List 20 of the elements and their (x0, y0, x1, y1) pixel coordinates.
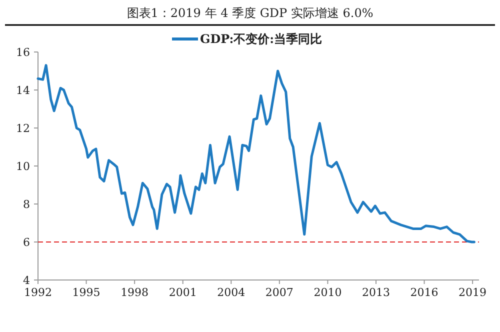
x-tick-label: 2013 (362, 286, 390, 299)
x-tick-label: 2016 (410, 286, 438, 299)
legend-label: GDP:不变价:当季同比 (200, 32, 322, 46)
x-tick-label: 1995 (72, 286, 100, 299)
chart-title: 图表1：2019 年 4 季度 GDP 实际增速 6.0% (126, 6, 374, 20)
y-tick-label: 16 (16, 46, 30, 59)
y-tick-label: 4 (23, 274, 30, 287)
x-tick-label: 2004 (217, 286, 246, 299)
y-tick-label: 10 (16, 160, 30, 173)
x-tick-label: 2019 (458, 286, 487, 299)
y-tick-label: 12 (16, 122, 30, 135)
x-tick-label: 1992 (24, 286, 52, 299)
y-tick-label: 8 (23, 198, 30, 211)
x-tick-label: 2001 (168, 286, 197, 299)
x-tick-label: 1998 (120, 286, 149, 299)
x-tick-label: 2010 (314, 286, 342, 299)
y-tick-label: 14 (16, 84, 30, 97)
line-series (36, 64, 476, 244)
x-tick-label: 2007 (265, 286, 294, 299)
y-tick-label: 6 (23, 236, 30, 249)
